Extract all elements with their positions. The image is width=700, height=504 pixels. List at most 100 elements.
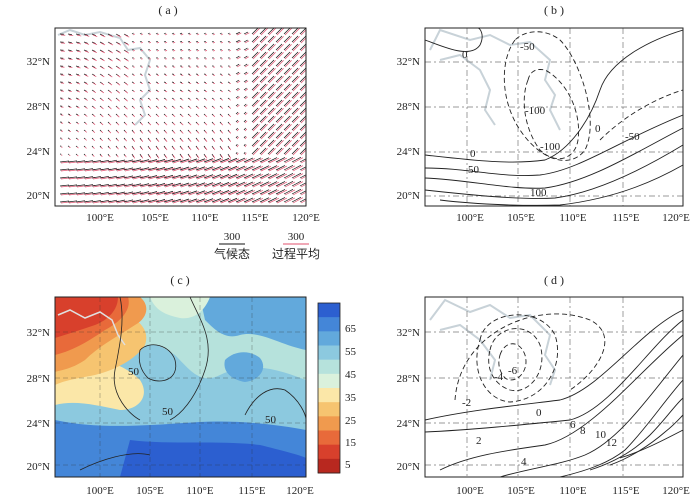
wind-vector [132,90,135,93]
panel-d-lon-tick: 100°E [456,485,484,497]
wind-vector [140,98,144,101]
wind-vector [244,152,247,156]
wind-vector [251,173,262,179]
wind-vector [227,89,230,92]
wind-vector [180,106,184,109]
wind-vector [140,184,151,188]
wind-vector [91,184,102,187]
wind-vector [299,75,306,83]
colorbar-tick: 35 [345,392,357,404]
wind-vector [212,122,216,126]
wind-vector [228,174,240,180]
wind-vector [212,106,216,109]
wind-vector [108,90,113,94]
wind-vector [260,157,272,164]
wind-vector [172,130,176,134]
wind-vector [275,197,286,203]
wind-vector [156,199,167,204]
wind-vector [251,181,262,187]
panel-c-coastline [57,309,126,346]
contour-label: 50 [468,164,480,176]
wind-vector [252,76,260,84]
wind-vector [283,107,291,115]
wind-vector [91,160,102,163]
wind-vector [268,181,280,188]
wind-vector [195,89,199,92]
wind-vector [284,28,292,36]
wind-vector [124,200,135,204]
wind-vector [116,200,127,204]
wind-vector [171,158,182,163]
wind-vector [299,190,306,195]
wind-vector [244,128,248,132]
wind-vector [283,115,291,123]
wind-vector [196,154,200,159]
wind-vector [228,182,240,188]
wind-vector [155,89,158,92]
wind-vector [100,34,106,38]
wind-vector [219,182,230,187]
wind-vector [291,164,302,171]
wind-vector [196,159,208,164]
wind-vector [204,146,208,151]
wind-vector [291,67,299,75]
wind-vector [116,98,120,102]
wind-vector [260,44,268,52]
wind-vector [196,82,200,85]
wind-vector [204,154,208,159]
wind-vector [68,114,72,117]
wind-vector [195,190,206,195]
wind-vector [75,121,79,124]
contour-label: -50 [625,131,640,143]
wind-vector [291,180,302,187]
contour-label: 10 [595,429,607,441]
wind-vector [276,60,284,68]
wind-vector [260,197,272,204]
wind-vector [155,159,166,163]
wind-vector [292,52,300,60]
panel-d-lon-tick: 120°E [662,485,690,497]
wind-vector [68,82,73,85]
wind-vector [275,28,283,35]
wind-vector [163,158,174,163]
panel-c-lon-axis: 100°E 105°E 110°E 115°E 120°E [86,485,314,497]
wind-vector [76,90,80,93]
wind-vector [300,37,306,44]
wind-vector [203,166,214,171]
wind-vector [188,167,200,172]
wind-vector [75,105,79,108]
wind-vector [180,82,184,85]
wind-vector [83,184,94,187]
panel-d-contour-labels: -6 -4 -2 0 2 4 6 8 10 12 [462,365,617,468]
wind-vector [75,65,80,68]
wind-vector [252,158,264,164]
contour-label: 50 [128,366,140,378]
wind-vector [276,100,284,108]
wind-vector [228,190,240,196]
wind-vector [235,119,239,123]
contour-label: 6 [570,419,576,431]
wind-vector [252,52,260,60]
wind-vector [236,182,248,188]
wind-vector [252,166,264,172]
wind-vector [139,81,142,83]
wind-vector [203,32,206,35]
wind-vector [91,168,102,171]
wind-vector [83,33,88,36]
wind-vector [276,181,288,188]
wind-vector [188,175,200,180]
wind-vector [268,189,280,196]
wind-vector [276,157,288,164]
wind-vector [148,191,159,196]
wind-vector [212,158,224,164]
wind-vector [99,175,110,179]
wind-vector [252,140,260,148]
wind-vector [92,42,98,46]
wind-vector [123,191,134,195]
wind-vector [299,158,306,163]
wind-vector [131,191,142,195]
wind-vector [267,181,278,187]
wind-vector [268,116,276,124]
wind-vector [100,146,103,150]
contour-label: 100 [530,187,547,199]
